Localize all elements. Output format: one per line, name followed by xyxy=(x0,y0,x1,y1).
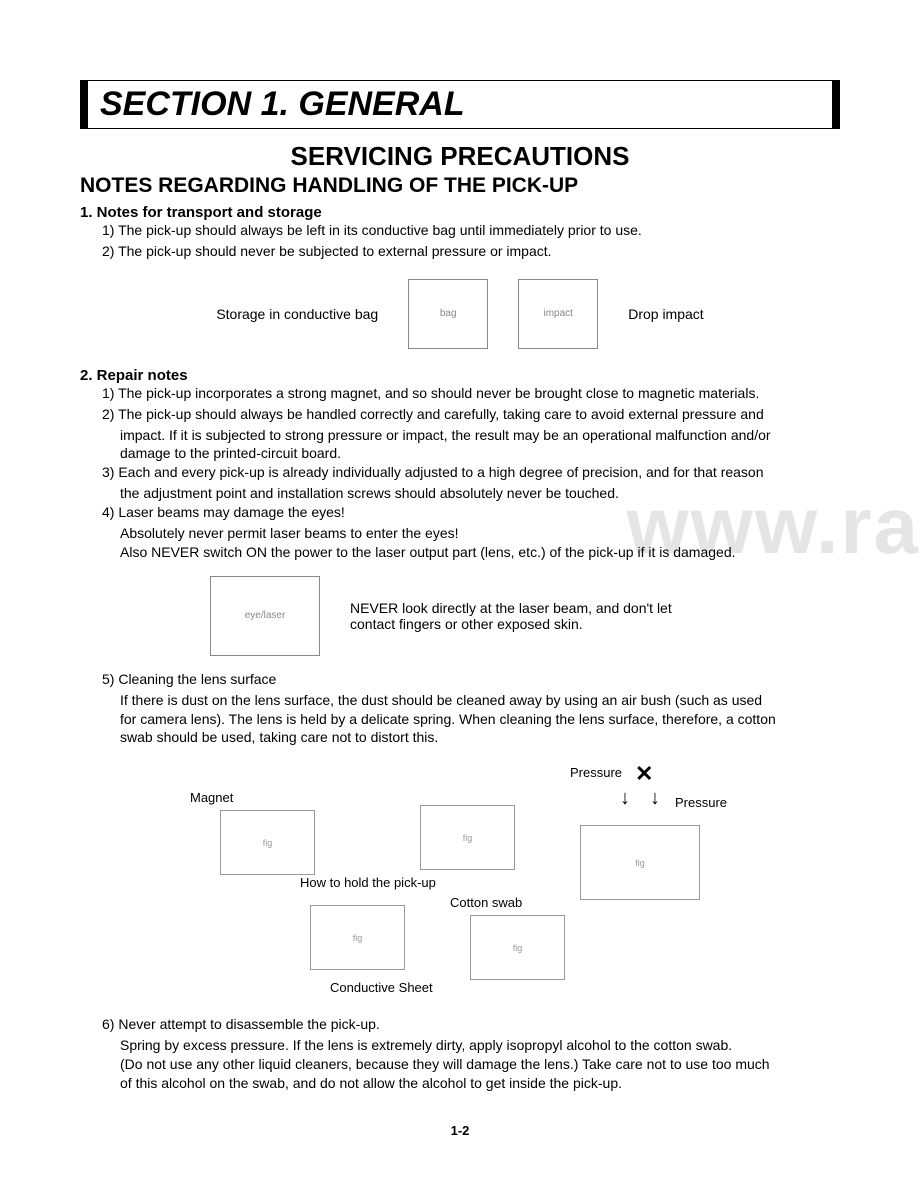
laser-warning-row: eye/laser NEVER look directly at the las… xyxy=(210,576,840,656)
sub2-title: 2. Repair notes xyxy=(80,367,840,384)
notes-heading: NOTES REGARDING HANDLING OF THE PICK-UP xyxy=(80,174,840,198)
section-title: SECTION 1. GENERAL xyxy=(100,85,820,124)
sub2-item6c: (Do not use any other liquid cleaners, b… xyxy=(120,1055,840,1074)
magnet-label: Magnet xyxy=(190,790,233,805)
magnet-figure: fig xyxy=(220,810,315,875)
pressure-label-2: Pressure xyxy=(675,795,727,810)
figure-row-1: Storage in conductive bag bag impact Dro… xyxy=(80,279,840,349)
arrow-down-2-icon: ↓ xyxy=(650,787,660,810)
sub2-item4b: Absolutely never permit laser beams to e… xyxy=(120,524,840,543)
sub2-list: 1) The pick-up incorporates a strong mag… xyxy=(102,384,840,562)
drop-figure: impact xyxy=(518,279,598,349)
sub2-item5b: If there is dust on the lens surface, th… xyxy=(120,691,840,710)
sub1-item1: 1) The pick-up should always be left in … xyxy=(102,221,840,240)
conductive-sheet-label: Conductive Sheet xyxy=(330,980,433,995)
swab-figure: fig xyxy=(470,915,565,980)
arrow-down-1-icon: ↓ xyxy=(620,787,630,810)
pressure-figure: fig xyxy=(580,825,700,900)
x-mark-icon: ✕ xyxy=(635,761,653,787)
sub2-item6d: of this alcohol on the swab, and do not … xyxy=(120,1074,840,1093)
sheet-figure: fig xyxy=(310,905,405,970)
sub2-item2c: damage to the printed-circuit board. xyxy=(120,444,840,463)
cotton-swab-label: Cotton swab xyxy=(450,895,522,910)
laser-figure: eye/laser xyxy=(210,576,320,656)
section-title-box: SECTION 1. GENERAL xyxy=(80,80,840,129)
sub2-item3b: the adjustment point and installation sc… xyxy=(120,484,840,503)
sub2-item4c: Also NEVER switch ON the power to the la… xyxy=(120,543,840,562)
sub2-list-6: 6) Never attempt to disassemble the pick… xyxy=(102,1015,840,1093)
sub2-item1: 1) The pick-up incorporates a strong mag… xyxy=(102,384,840,403)
servicing-title: SERVICING PRECAUTIONS xyxy=(80,141,840,172)
sub2-list-cont: 5) Cleaning the lens surface If there is… xyxy=(102,670,840,748)
sub2-item2a: 2) The pick-up should always be handled … xyxy=(102,405,840,424)
hold-figure: fig xyxy=(420,805,515,870)
sub2-item2b: impact. If it is subjected to strong pre… xyxy=(120,426,840,445)
page-number: 1-2 xyxy=(80,1123,840,1138)
pressure-label-1: Pressure xyxy=(570,765,622,780)
storage-label: Storage in conductive bag xyxy=(216,306,378,322)
drop-label: Drop impact xyxy=(628,306,703,322)
sub1-title: 1. Notes for transport and storage xyxy=(80,204,840,221)
sub2-item6b: Spring by excess pressure. If the lens i… xyxy=(120,1036,840,1055)
laser-warn-b: contact fingers or other exposed skin. xyxy=(350,616,672,632)
storage-figure: bag xyxy=(408,279,488,349)
page-content: SECTION 1. GENERAL SERVICING PRECAUTIONS… xyxy=(80,80,840,1138)
laser-warn-a: NEVER look directly at the laser beam, a… xyxy=(350,600,672,616)
sub2-item3a: 3) Each and every pick-up is already ind… xyxy=(102,463,840,482)
sub1-item2: 2) The pick-up should never be subjected… xyxy=(102,242,840,261)
sub2-item4a: 4) Laser beams may damage the eyes! xyxy=(102,503,840,522)
pickup-diagram: Magnet fig fig How to hold the pick-up P… xyxy=(180,765,740,1005)
sub2-item5d: swab should be used, taking care not to … xyxy=(120,728,840,747)
sub2-item5a: 5) Cleaning the lens surface xyxy=(102,670,840,689)
sub2-item6a: 6) Never attempt to disassemble the pick… xyxy=(102,1015,840,1034)
how-hold-label: How to hold the pick-up xyxy=(300,875,436,890)
sub2-item5c: for camera lens). The lens is held by a … xyxy=(120,710,840,729)
sub1-list: 1) The pick-up should always be left in … xyxy=(102,221,840,261)
laser-warning-text: NEVER look directly at the laser beam, a… xyxy=(350,600,672,632)
